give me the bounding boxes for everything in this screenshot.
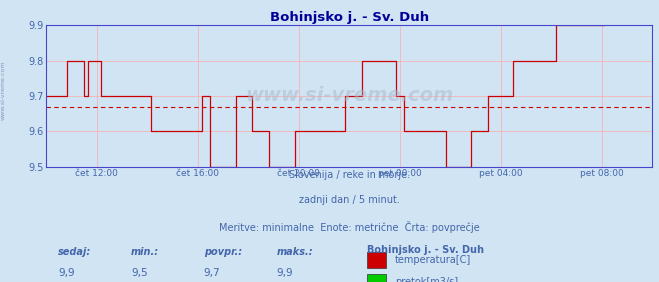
Text: Slovenija / reke in morje.: Slovenija / reke in morje. bbox=[289, 170, 410, 180]
Text: www.si-vreme.com: www.si-vreme.com bbox=[1, 61, 6, 120]
Text: temperatura[C]: temperatura[C] bbox=[395, 255, 471, 265]
Text: 9,9: 9,9 bbox=[58, 268, 75, 278]
Text: 9,7: 9,7 bbox=[204, 268, 220, 278]
Text: www.si-vreme.com: www.si-vreme.com bbox=[245, 87, 453, 105]
Text: zadnji dan / 5 minut.: zadnji dan / 5 minut. bbox=[299, 195, 400, 205]
Text: 9,9: 9,9 bbox=[277, 268, 293, 278]
Bar bbox=[368, 252, 386, 268]
Text: pretok[m3/s]: pretok[m3/s] bbox=[395, 277, 458, 282]
Text: sedaj:: sedaj: bbox=[58, 247, 92, 257]
Text: min.:: min.: bbox=[131, 247, 159, 257]
Title: Bohinjsko j. - Sv. Duh: Bohinjsko j. - Sv. Duh bbox=[270, 11, 429, 24]
Text: Bohinjsko j. - Sv. Duh: Bohinjsko j. - Sv. Duh bbox=[368, 245, 484, 255]
Text: povpr.:: povpr.: bbox=[204, 247, 242, 257]
Text: 9,5: 9,5 bbox=[131, 268, 148, 278]
Bar bbox=[368, 274, 386, 282]
Text: maks.:: maks.: bbox=[277, 247, 313, 257]
Text: Meritve: minimalne  Enote: metrične  Črta: povprečje: Meritve: minimalne Enote: metrične Črta:… bbox=[219, 221, 480, 233]
